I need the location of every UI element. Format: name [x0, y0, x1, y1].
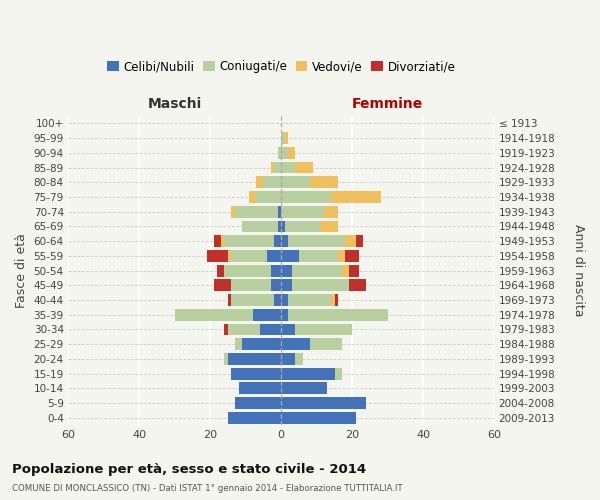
Bar	[281, 132, 285, 144]
Bar	[335, 368, 341, 380]
Bar	[289, 236, 345, 247]
Bar	[235, 338, 242, 350]
Bar	[295, 324, 352, 336]
Bar	[278, 147, 281, 159]
Bar	[228, 294, 232, 306]
Bar	[281, 397, 367, 409]
Bar	[295, 353, 302, 365]
Bar	[232, 250, 267, 262]
Bar	[224, 324, 228, 336]
Bar	[214, 236, 221, 247]
Bar	[281, 191, 331, 203]
Bar	[349, 280, 367, 291]
Bar	[228, 324, 260, 336]
Bar	[331, 294, 335, 306]
Text: Femmine: Femmine	[352, 97, 424, 111]
Bar	[217, 264, 224, 276]
Bar	[335, 294, 338, 306]
Bar	[274, 294, 281, 306]
Bar	[281, 338, 310, 350]
Bar	[289, 147, 295, 159]
Bar	[242, 220, 278, 232]
Bar	[281, 147, 289, 159]
Bar	[310, 176, 338, 188]
Bar	[232, 294, 274, 306]
Bar	[281, 324, 295, 336]
Bar	[289, 294, 331, 306]
Bar	[267, 250, 281, 262]
Text: Popolazione per età, sesso e stato civile - 2014: Popolazione per età, sesso e stato civil…	[12, 462, 366, 475]
Bar	[292, 264, 341, 276]
Bar	[285, 220, 320, 232]
Bar	[256, 191, 281, 203]
Bar	[281, 220, 285, 232]
Bar	[228, 353, 281, 365]
Bar	[221, 236, 224, 247]
Bar	[281, 264, 292, 276]
Bar	[281, 250, 299, 262]
Bar	[281, 206, 324, 218]
Bar	[281, 176, 310, 188]
Bar	[349, 264, 359, 276]
Bar	[271, 162, 274, 173]
Bar	[239, 382, 281, 394]
Bar	[292, 280, 349, 291]
Bar	[281, 309, 289, 320]
Y-axis label: Fasce di età: Fasce di età	[15, 233, 28, 308]
Bar	[175, 309, 253, 320]
Bar	[235, 397, 281, 409]
Bar	[271, 264, 281, 276]
Bar	[345, 236, 356, 247]
Bar	[281, 412, 356, 424]
Bar	[356, 236, 363, 247]
Bar	[249, 191, 256, 203]
Bar	[224, 236, 274, 247]
Bar	[281, 280, 292, 291]
Bar	[324, 206, 338, 218]
Bar	[224, 353, 228, 365]
Bar	[338, 250, 345, 262]
Bar	[278, 220, 281, 232]
Bar	[256, 176, 263, 188]
Y-axis label: Anni di nascita: Anni di nascita	[572, 224, 585, 317]
Bar	[320, 220, 338, 232]
Bar	[232, 280, 271, 291]
Bar	[278, 206, 281, 218]
Bar	[281, 353, 295, 365]
Bar	[281, 236, 289, 247]
Bar	[299, 250, 338, 262]
Bar	[331, 191, 380, 203]
Bar	[228, 250, 232, 262]
Bar	[310, 338, 341, 350]
Bar	[281, 382, 328, 394]
Text: COMUNE DI MONCLASSICO (TN) - Dati ISTAT 1° gennaio 2014 - Elaborazione TUTTITALI: COMUNE DI MONCLASSICO (TN) - Dati ISTAT …	[12, 484, 403, 493]
Bar	[263, 176, 281, 188]
Bar	[271, 280, 281, 291]
Bar	[281, 368, 335, 380]
Bar	[228, 412, 281, 424]
Bar	[341, 264, 349, 276]
Bar	[281, 162, 295, 173]
Text: Maschi: Maschi	[148, 97, 202, 111]
Bar	[285, 132, 289, 144]
Bar	[274, 236, 281, 247]
Bar	[274, 162, 281, 173]
Bar	[206, 250, 228, 262]
Bar	[232, 206, 235, 218]
Bar	[289, 309, 388, 320]
Bar	[224, 264, 271, 276]
Bar	[281, 294, 289, 306]
Bar	[253, 309, 281, 320]
Bar	[235, 206, 278, 218]
Bar	[214, 280, 232, 291]
Bar	[232, 368, 281, 380]
Bar	[242, 338, 281, 350]
Bar	[260, 324, 281, 336]
Legend: Celibi/Nubili, Coniugati/e, Vedovi/e, Divorziati/e: Celibi/Nubili, Coniugati/e, Vedovi/e, Di…	[107, 60, 455, 73]
Bar	[345, 250, 359, 262]
Bar	[295, 162, 313, 173]
